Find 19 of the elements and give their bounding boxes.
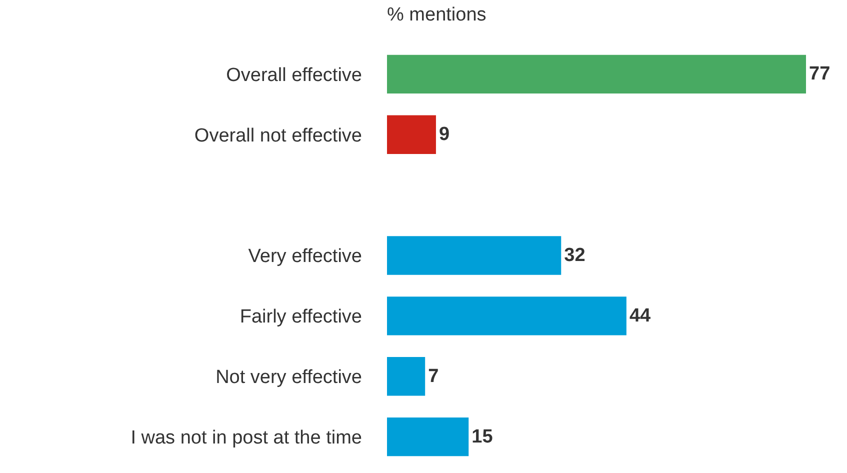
bar (387, 54, 806, 94)
data-label: 77 (809, 64, 830, 85)
chart-title: % mentions (387, 4, 486, 26)
data-label: 15 (472, 426, 494, 448)
y-tick-label: I was not in post at the time (130, 427, 362, 448)
y-tick-label: Overall not effective (194, 125, 362, 146)
data-label: 9 (438, 124, 450, 146)
bar (387, 296, 626, 336)
data-label: 44 (629, 305, 651, 326)
bar (387, 357, 426, 396)
bar (387, 115, 436, 154)
y-tick-label: Not very effective (216, 367, 362, 388)
y-tick-label: Overall effective (226, 64, 362, 86)
data-label: 7 (428, 366, 439, 387)
y-tick-label: Very effective (248, 246, 362, 268)
y-tick-label: Fairly effective (240, 306, 362, 328)
bar (387, 417, 469, 456)
data-label: 32 (564, 245, 586, 266)
bar (387, 236, 562, 275)
